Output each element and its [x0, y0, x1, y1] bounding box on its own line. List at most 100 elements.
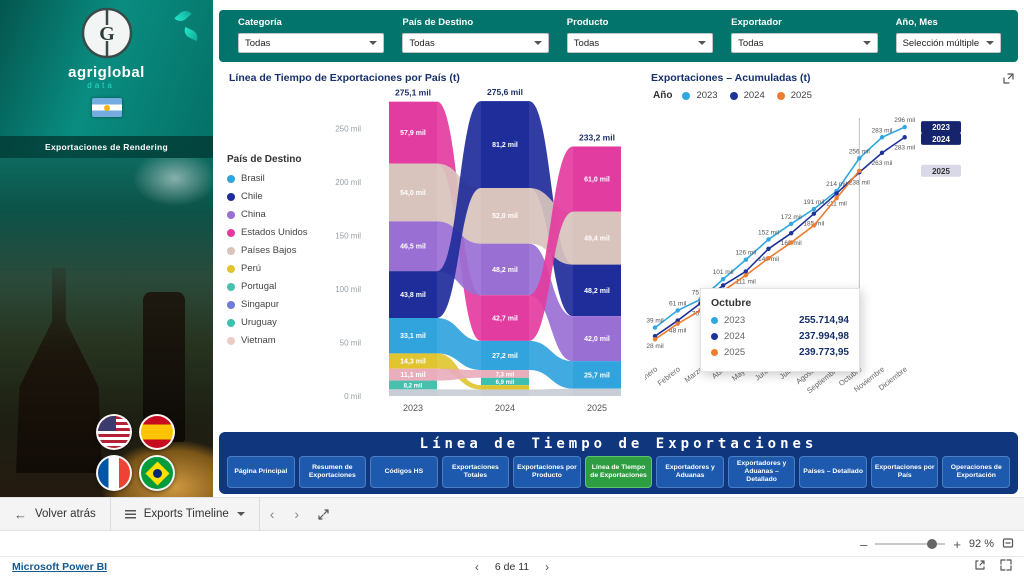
exportador-dropdown[interactable]: Todas [731, 33, 878, 53]
data-point-2024[interactable] [652, 333, 658, 339]
data-point-2025[interactable] [811, 223, 817, 228]
zoom-in-button[interactable]: + [953, 536, 961, 552]
page-tab-exports-timeline[interactable]: Exports Timeline [109, 498, 260, 530]
ribbon-segment-paises-bajos[interactable] [481, 187, 529, 244]
fullscreen-icon[interactable] [1000, 558, 1012, 576]
ribbon-segment-peru[interactable] [481, 385, 529, 390]
ribbon-segment-chile[interactable] [389, 271, 437, 318]
legend-item-singapur[interactable]: Singapur [227, 299, 327, 310]
ribbon-segment-chile[interactable] [573, 264, 621, 317]
ribbon-segment-estados-unidos[interactable] [573, 146, 621, 212]
ribbon-segment-vietnam[interactable] [481, 369, 529, 378]
ribbon-segment-china[interactable] [573, 316, 621, 362]
data-point-2024[interactable] [789, 231, 794, 236]
data-point-2023[interactable] [879, 135, 885, 140]
data-point-2023[interactable] [766, 237, 771, 242]
legend-item-vietnam[interactable]: Vietnam [227, 335, 327, 346]
ribbon-segment-paises-bajos[interactable] [573, 211, 621, 265]
legend-item-países-bajos[interactable]: Países Bajos [227, 245, 327, 256]
back-button[interactable]: ← Volver atrás [0, 498, 110, 530]
data-point-2023[interactable] [811, 206, 817, 212]
nav-button-exportaciones-totales[interactable]: Exportaciones Totales [441, 456, 510, 488]
data-point-2023[interactable] [675, 308, 680, 313]
ribbon-segment-portugal[interactable] [389, 380, 437, 390]
legend-item-chile[interactable]: Chile [227, 191, 327, 202]
data-point-2023[interactable] [789, 221, 794, 227]
prev-page-chevron[interactable]: ‹ [269, 506, 275, 522]
legend-item-brasil[interactable]: Brasil [227, 173, 327, 184]
ribbon-segment-peru[interactable] [389, 353, 437, 369]
ribbon-segment-brasil[interactable] [389, 317, 437, 354]
fit-to-page-icon[interactable] [1002, 537, 1014, 552]
nav-button-pagina-principal[interactable]: Página Principal [227, 456, 295, 488]
brazil-flag-icon[interactable] [139, 455, 175, 491]
data-point-2025[interactable] [675, 321, 680, 326]
zoom-out-button[interactable]: – [860, 536, 868, 552]
powerbi-link[interactable]: Microsoft Power BI [12, 560, 108, 573]
legend-item-perú[interactable]: Perú [227, 263, 327, 274]
data-point-2023[interactable] [720, 277, 726, 282]
data-point-2023[interactable] [652, 325, 658, 330]
data-point-2024[interactable] [879, 150, 885, 156]
ribbon-segment-otros[interactable] [481, 389, 529, 396]
data-point-2024[interactable] [766, 246, 771, 251]
data-point-2024[interactable] [720, 283, 726, 288]
data-point-2024[interactable] [743, 269, 748, 274]
ribbon-chart[interactable]: 0 mil 50 mil 100 mil 150 mil 200 mil 250 mil 5… [331, 84, 637, 428]
legend-item-estados-unidos[interactable]: Estados Unidos [227, 227, 327, 238]
legend-item-2023[interactable]: 2023 [682, 90, 718, 101]
zoom-slider[interactable] [875, 539, 946, 549]
zoom-slider-handle[interactable] [927, 539, 938, 549]
data-point-2025[interactable] [857, 168, 862, 173]
nav-button-exportadores-y-aduanas-detallado[interactable]: Exportadores y Aduanas – Detallado [727, 456, 796, 488]
ribbon-segment-otros[interactable] [389, 389, 437, 396]
data-point-2025[interactable] [743, 273, 748, 278]
pais-de-destino-dropdown[interactable]: Todas [402, 33, 549, 53]
data-point-2025[interactable] [652, 337, 658, 342]
next-page-chevron[interactable]: › [545, 559, 550, 574]
usa-flag-icon[interactable] [96, 414, 132, 450]
legend-item-portugal[interactable]: Portugal [227, 281, 327, 292]
ribbon-segment-estados-unidos[interactable] [389, 101, 437, 164]
ribbon-segment-estados-unidos[interactable] [481, 295, 529, 341]
legend-item-2024[interactable]: 2024 [729, 90, 765, 101]
nav-button-exportadores-y-aduanas[interactable]: Exportadores y Aduanas [656, 456, 724, 488]
producto-dropdown[interactable]: Todas [566, 33, 714, 53]
share-icon[interactable] [974, 558, 986, 576]
data-point-2025[interactable] [789, 240, 794, 245]
data-point-2025[interactable] [766, 255, 771, 261]
prev-page-chevron[interactable]: ‹ [474, 559, 479, 574]
legend-item-uruguay[interactable]: Uruguay [227, 317, 327, 328]
nav-button-linea-de-tiempo-de-exportaciones[interactable]: Línea de Tiempo de Exportaciones [584, 456, 653, 488]
nav-button-exportaciones-por-pais[interactable]: Exportaciones por País [870, 456, 939, 488]
resize-pane-icon[interactable] [309, 498, 338, 530]
legend-item-2025[interactable]: 2025 [776, 90, 812, 101]
ribbon-segment-uruguay[interactable] [481, 377, 529, 386]
year-badge-2025[interactable] [921, 164, 961, 177]
ribbon-segment-brasil[interactable] [573, 361, 621, 389]
nav-button-exportaciones-por-producto[interactable]: Exportaciones por Producto [513, 456, 581, 488]
data-point-2025[interactable] [834, 195, 839, 201]
ribbon-segment-vietnam[interactable] [389, 368, 437, 381]
nav-button-paises-detallado[interactable]: Países – Detallado [799, 456, 867, 488]
ano-mes-dropdown[interactable]: Selección múltiple [895, 33, 1001, 53]
data-point-2024[interactable] [902, 135, 907, 140]
data-point-2023[interactable] [902, 124, 907, 130]
categoria-dropdown[interactable]: Todas [238, 33, 385, 53]
nav-button-resumen-de-exportaciones[interactable]: Resumen de Exportaciones [298, 456, 367, 488]
year-badge-2023[interactable] [921, 121, 961, 134]
data-point-2023[interactable] [857, 156, 862, 161]
ribbon-segment-china[interactable] [389, 221, 437, 272]
ribbon-segment-otros[interactable] [573, 388, 621, 396]
spain-flag-icon[interactable] [139, 414, 175, 450]
data-point-2024[interactable] [675, 318, 680, 323]
ribbon-segment-paises-bajos[interactable] [389, 163, 437, 222]
ribbon-segment-chile[interactable] [481, 101, 529, 188]
legend-item-china[interactable]: China [227, 209, 327, 220]
france-flag-icon[interactable] [96, 455, 132, 491]
ribbon-segment-brasil[interactable] [481, 340, 529, 370]
data-point-2023[interactable] [743, 257, 748, 262]
next-page-chevron[interactable]: › [294, 506, 300, 522]
focus-mode-icon[interactable] [1003, 71, 1014, 89]
